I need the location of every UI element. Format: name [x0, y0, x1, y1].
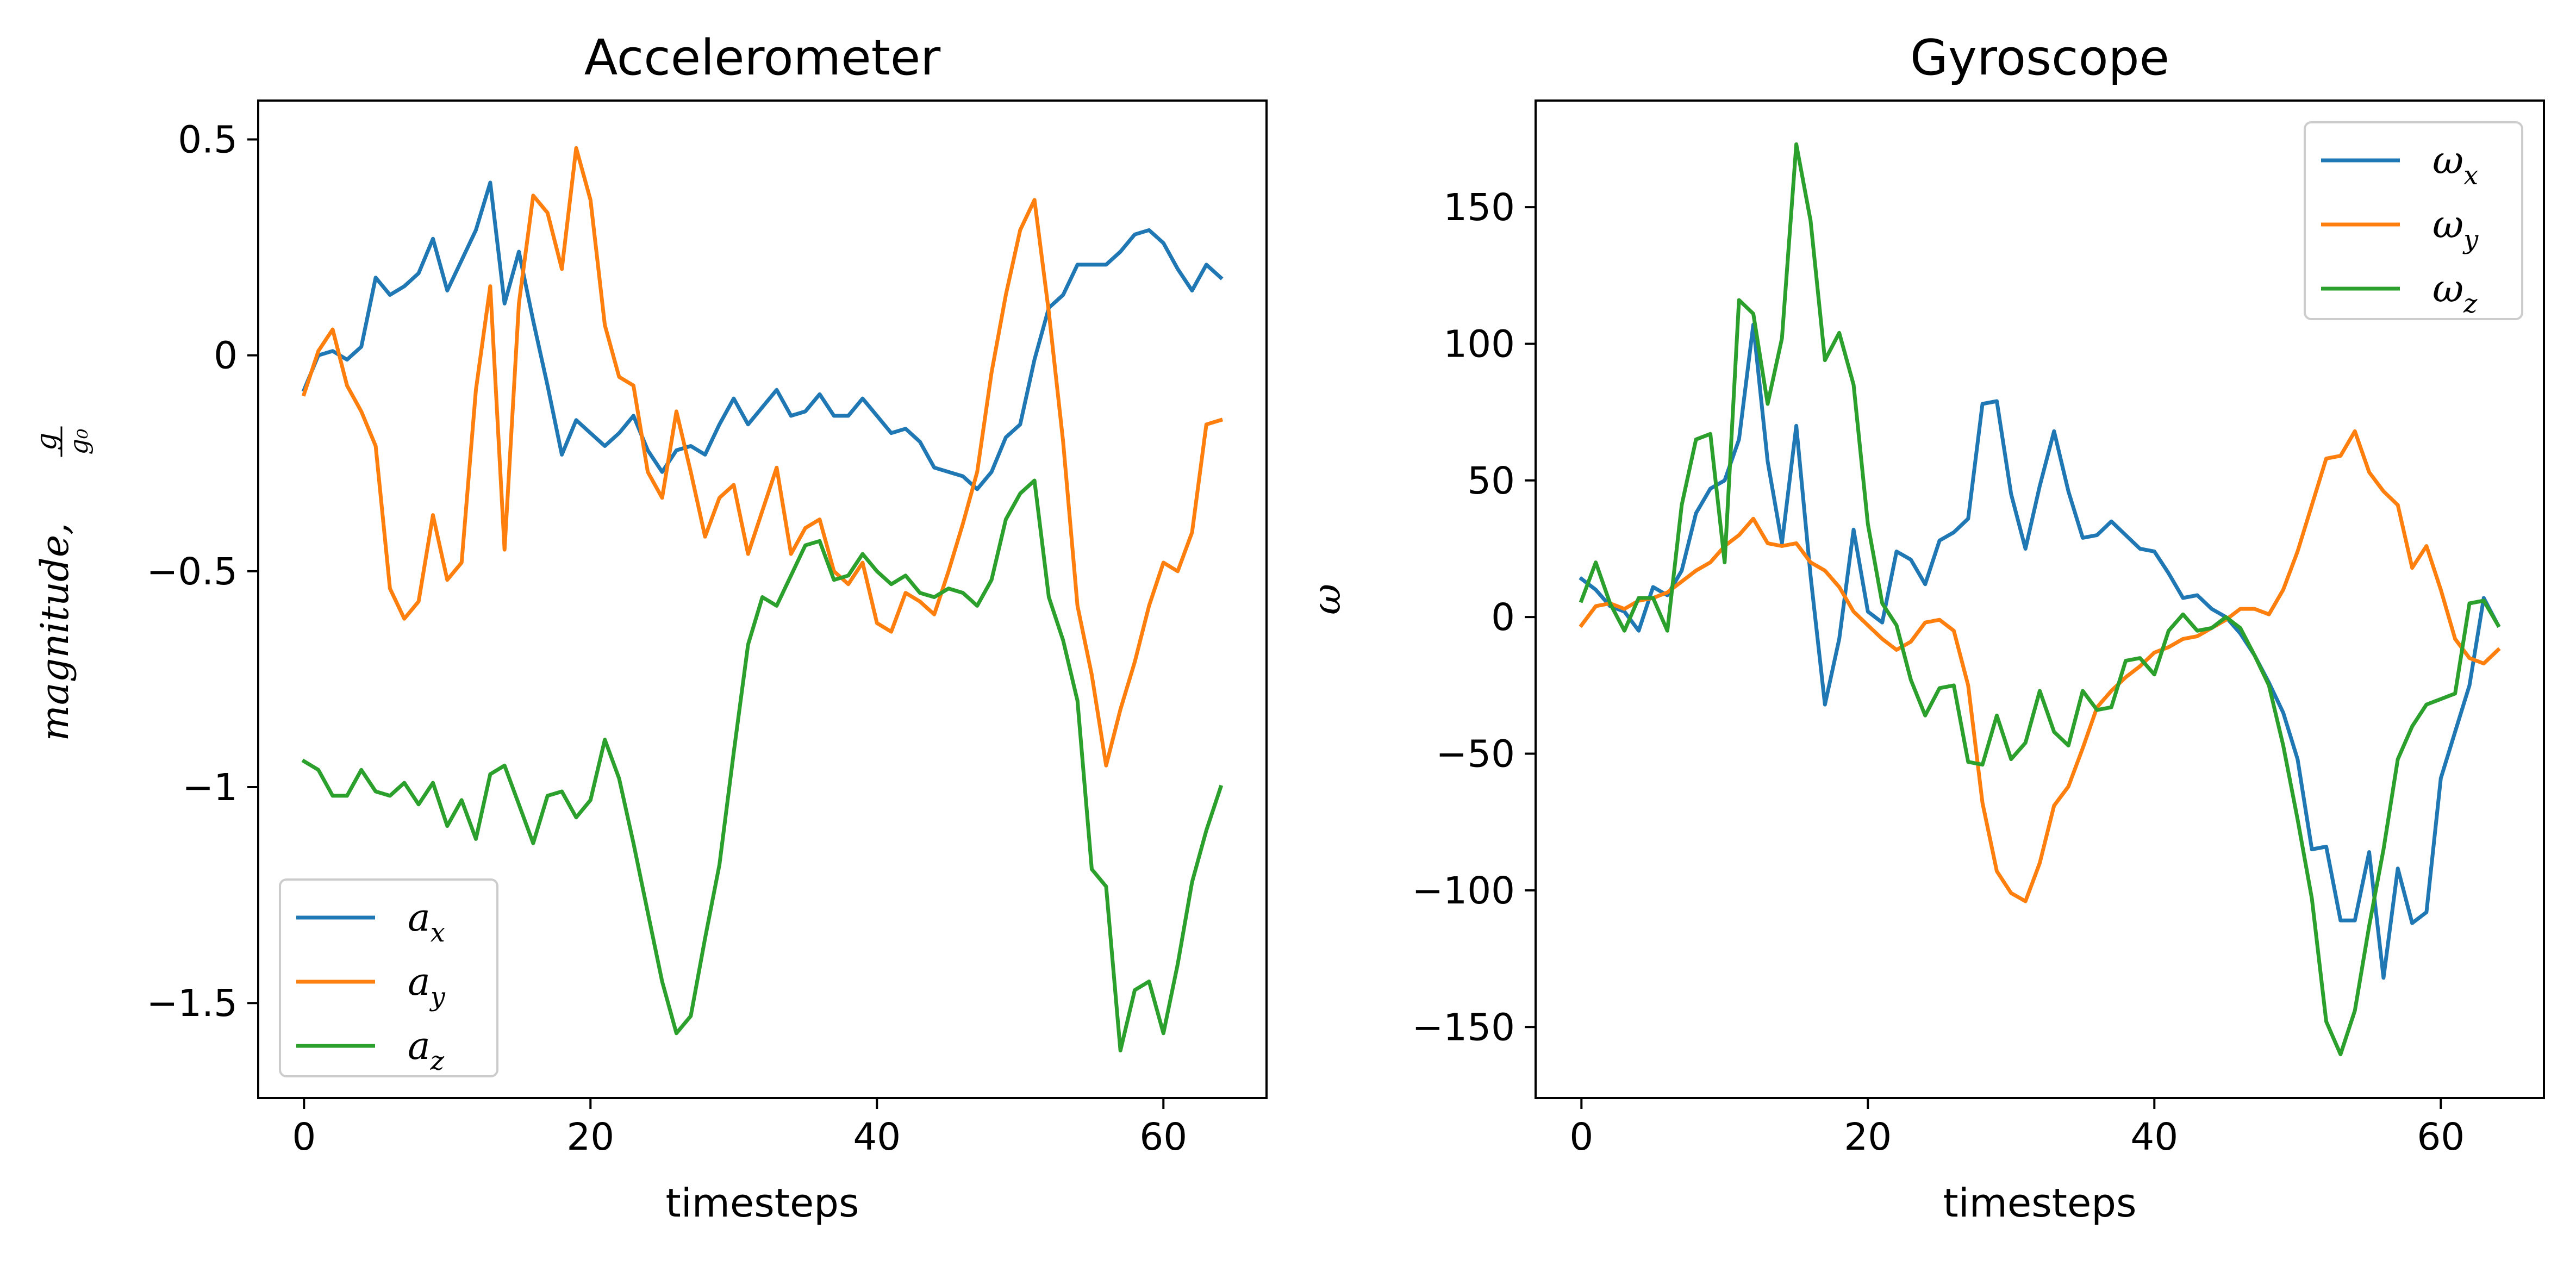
- legend-entry-subscript: y: [2462, 225, 2479, 255]
- y-tick-label: 0.5: [178, 118, 238, 161]
- series-line-ω-x: [1579, 322, 2501, 980]
- legend-entry: ωz: [2432, 266, 2478, 319]
- plot-frame: [257, 99, 1268, 1099]
- y-tick-label: −150: [1412, 1006, 1515, 1049]
- legend-entry-base: ω: [2432, 202, 2463, 247]
- legend-entry: az: [408, 1024, 445, 1076]
- gyroscope-chart: Gyroscope 0 20 40 60 150 100 50 0 −50 −100 −150 time…: [1305, 29, 2545, 1226]
- y-tick-label: −100: [1412, 869, 1515, 913]
- x-tick-label: 0: [1569, 1115, 1593, 1159]
- y-tick-label: 0: [214, 334, 238, 378]
- series-line-a-z: [301, 478, 1224, 1053]
- x-axis-label: timesteps: [666, 1180, 859, 1226]
- chart-title: Accelerometer: [584, 29, 941, 86]
- series-line-ω-z: [1579, 142, 2501, 1057]
- series-group: [1579, 142, 2501, 1057]
- x-tick-label: 40: [853, 1115, 901, 1159]
- legend-entry-subscript: z: [2463, 289, 2478, 319]
- series-line-a-y: [301, 146, 1224, 768]
- legend-entry-base: ω: [2432, 138, 2463, 183]
- y-tick-label: −50: [1436, 733, 1515, 776]
- legend-entry-base: a: [408, 959, 431, 1004]
- x-tick-label: 60: [1139, 1115, 1187, 1159]
- series-group: [301, 146, 1224, 1053]
- x-tick-label: 60: [2417, 1115, 2465, 1159]
- y-axis-label-text: magnitude,: [33, 522, 77, 741]
- y-axis-label-text: ω: [1305, 584, 1349, 615]
- y-tick-label: −0.5: [146, 550, 238, 594]
- y-axis-label: ω: [1305, 584, 1349, 615]
- x-tick-label: 20: [566, 1115, 614, 1159]
- series-line-a-x: [301, 180, 1224, 491]
- plot-frame: [1535, 99, 2545, 1099]
- accelerometer-chart: Accelerometer 0 20 40 60 0.5 0 −0.5 −1 −1.5 timest…: [30, 29, 1268, 1226]
- y-tick-label: 100: [1443, 322, 1515, 366]
- legend-box: [279, 878, 498, 1077]
- legend-entry: ωx: [2432, 138, 2478, 191]
- legend-entry: ωy: [2432, 202, 2479, 255]
- y-tick-label: 150: [1443, 186, 1515, 229]
- legend-entry: ax: [408, 895, 445, 948]
- chart-title: Gyroscope: [1910, 29, 2169, 86]
- y-axis-label-numerator: g: [30, 433, 63, 451]
- y-tick-label: −1.5: [146, 982, 238, 1025]
- x-axis-label: timesteps: [1943, 1180, 2137, 1226]
- x-tick-label: 0: [292, 1115, 316, 1159]
- y-tick-label: 50: [1467, 459, 1515, 503]
- legend-entry-subscript: y: [429, 982, 446, 1012]
- legend-box: [2304, 121, 2523, 320]
- x-tick-label: 20: [1844, 1115, 1892, 1159]
- legend-entry-base: a: [408, 895, 431, 940]
- legend-entry: ay: [408, 959, 446, 1012]
- y-axis-label: magnitude, g g₀: [30, 426, 93, 741]
- y-axis-label-denominator: g₀: [64, 429, 93, 455]
- y-tick-label: −1: [182, 766, 238, 809]
- y-tick-label: 0: [1491, 596, 1515, 639]
- series-line-ω-y: [1579, 429, 2501, 903]
- legend-entry-subscript: z: [430, 1046, 445, 1076]
- legend-entry-base: ω: [2432, 266, 2463, 311]
- legend-entry-base: a: [408, 1024, 431, 1068]
- x-tick-label: 40: [2130, 1115, 2178, 1159]
- legend-entry-subscript: x: [431, 918, 445, 948]
- legend-entry-subscript: x: [2463, 160, 2478, 191]
